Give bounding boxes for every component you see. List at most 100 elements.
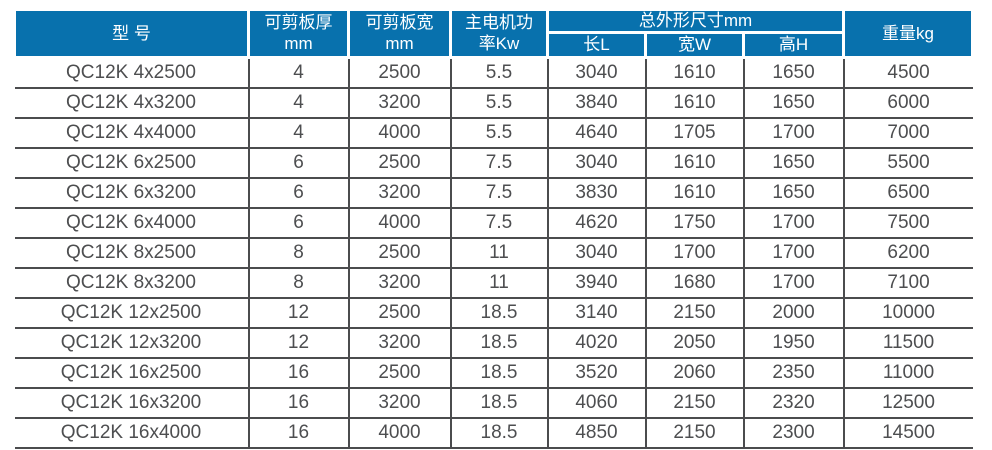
cell-model: QC12K 4x3200 xyxy=(14,87,249,119)
cell-height_h: 1700 xyxy=(742,117,844,149)
header-thickness: 可剪板厚 mm xyxy=(247,7,350,60)
cell-width_w: 2060 xyxy=(644,357,744,389)
cell-length_l: 4060 xyxy=(546,387,646,419)
cell-power: 18.5 xyxy=(449,297,548,329)
cell-weight: 6000 xyxy=(842,87,973,119)
cell-weight: 6200 xyxy=(842,237,973,269)
cell-model: QC12K 8x2500 xyxy=(14,237,249,269)
table-row: QC12K 16x4000 16 4000 18.5 4850 2150 2300 14500 xyxy=(14,417,973,449)
header-length-l: 长L xyxy=(546,31,647,60)
cell-length_l: 4850 xyxy=(546,417,646,449)
cell-height_h: 1650 xyxy=(742,177,844,209)
cell-weight: 7100 xyxy=(842,267,973,299)
cell-model: QC12K 16x4000 xyxy=(14,417,249,449)
cell-width_w: 1610 xyxy=(644,147,744,179)
header-dimensions-group: 总外形尺寸mm xyxy=(545,7,846,35)
header-thickness-line1: 可剪板厚 xyxy=(264,13,333,33)
header-width-w: 宽W xyxy=(644,31,745,60)
cell-weight: 14500 xyxy=(842,417,973,449)
header-sheet-width: 可剪板宽 mm xyxy=(347,7,452,60)
cell-width_w: 1705 xyxy=(644,117,744,149)
header-power-line2: 率Kw xyxy=(478,33,520,53)
table-row: QC12K 8x2500 8 2500 11 3040 1700 1700 6200 xyxy=(14,237,973,269)
spec-table: 型 号 可剪板厚 mm 可剪板宽 mm 主电机功 率Kw 总外形尺寸mm 重量k… xyxy=(13,7,975,449)
cell-width_w: 1610 xyxy=(644,57,744,89)
cell-weight: 12500 xyxy=(842,387,973,419)
cell-thickness: 4 xyxy=(247,57,349,89)
cell-thickness: 16 xyxy=(247,417,349,449)
cell-length_l: 3040 xyxy=(546,237,646,269)
table-row: QC12K 12x2500 12 2500 18.5 3140 2150 2000 10000 xyxy=(14,297,973,329)
cell-thickness: 4 xyxy=(247,117,349,149)
spec-table-header: 型 号 可剪板厚 mm 可剪板宽 mm 主电机功 率Kw 总外形尺寸mm 重量k… xyxy=(13,7,975,60)
cell-power: 5.5 xyxy=(449,117,548,149)
cell-power: 18.5 xyxy=(449,417,548,449)
cell-thickness: 8 xyxy=(247,237,349,269)
table-row: QC12K 4x2500 4 2500 5.5 3040 1610 1650 4500 xyxy=(14,57,973,89)
cell-power: 7.5 xyxy=(449,207,548,239)
cell-sheet_width: 2500 xyxy=(347,147,451,179)
table-row: QC12K 12x3200 12 3200 18.5 4020 2050 1950 11500 xyxy=(14,327,973,359)
cell-weight: 7000 xyxy=(842,117,973,149)
table-row: QC12K 6x3200 6 3200 7.5 3830 1610 1650 6500 xyxy=(14,177,973,209)
cell-height_h: 2000 xyxy=(742,297,844,329)
cell-height_h: 1650 xyxy=(742,147,844,179)
header-model: 型 号 xyxy=(13,7,250,60)
table-row: QC12K 6x2500 6 2500 7.5 3040 1610 1650 5500 xyxy=(14,147,973,179)
cell-height_h: 2300 xyxy=(742,417,844,449)
header-thickness-line2: mm xyxy=(284,33,313,53)
cell-model: QC12K 6x2500 xyxy=(14,147,249,179)
cell-sheet_width: 3200 xyxy=(347,387,451,419)
cell-width_w: 2150 xyxy=(644,417,744,449)
cell-width_w: 1610 xyxy=(644,87,744,119)
cell-length_l: 4620 xyxy=(546,207,646,239)
header-power: 主电机功 率Kw xyxy=(449,7,549,60)
cell-thickness: 4 xyxy=(247,87,349,119)
header-weight: 重量kg xyxy=(842,7,975,60)
cell-height_h: 2350 xyxy=(742,357,844,389)
header-height-h: 高H xyxy=(741,31,846,60)
cell-sheet_width: 4000 xyxy=(347,417,451,449)
cell-weight: 5500 xyxy=(842,147,973,179)
cell-thickness: 6 xyxy=(247,207,349,239)
cell-sheet_width: 3200 xyxy=(347,327,451,359)
cell-sheet_width: 3200 xyxy=(347,267,451,299)
cell-height_h: 1700 xyxy=(742,207,844,239)
cell-model: QC12K 4x2500 xyxy=(14,57,249,89)
cell-sheet_width: 3200 xyxy=(347,87,451,119)
cell-width_w: 2150 xyxy=(644,387,744,419)
cell-height_h: 1650 xyxy=(742,87,844,119)
cell-thickness: 12 xyxy=(247,327,349,359)
table-row: QC12K 16x3200 16 3200 18.5 4060 2150 2320 12500 xyxy=(14,387,973,419)
cell-model: QC12K 12x3200 xyxy=(14,327,249,359)
cell-weight: 11000 xyxy=(842,357,973,389)
header-row-top: 型 号 可剪板厚 mm 可剪板宽 mm 主电机功 率Kw 总外形尺寸mm 重量k… xyxy=(13,7,975,60)
cell-power: 18.5 xyxy=(449,387,548,419)
table-row: QC12K 8x3200 8 3200 11 3940 1680 1700 7100 xyxy=(14,267,973,299)
cell-length_l: 4640 xyxy=(546,117,646,149)
cell-weight: 11500 xyxy=(842,327,973,359)
cell-thickness: 6 xyxy=(247,177,349,209)
cell-sheet_width: 2500 xyxy=(347,237,451,269)
cell-width_w: 1750 xyxy=(644,207,744,239)
cell-power: 7.5 xyxy=(449,147,548,179)
cell-thickness: 6 xyxy=(247,147,349,179)
cell-model: QC12K 12x2500 xyxy=(14,297,249,329)
cell-height_h: 1700 xyxy=(742,267,844,299)
cell-power: 11 xyxy=(449,237,548,269)
cell-width_w: 2150 xyxy=(644,297,744,329)
cell-length_l: 3140 xyxy=(546,297,646,329)
cell-width_w: 1700 xyxy=(644,237,744,269)
cell-height_h: 1650 xyxy=(742,57,844,89)
cell-power: 18.5 xyxy=(449,327,548,359)
cell-length_l: 3040 xyxy=(546,147,646,179)
table-row: QC12K 4x3200 4 3200 5.5 3840 1610 1650 6000 xyxy=(14,87,973,119)
cell-thickness: 8 xyxy=(247,267,349,299)
table-row: QC12K 4x4000 4 4000 5.5 4640 1705 1700 7000 xyxy=(14,117,973,149)
table-row: QC12K 16x2500 16 2500 18.5 3520 2060 2350 11000 xyxy=(14,357,973,389)
cell-sheet_width: 2500 xyxy=(347,357,451,389)
header-sheet-width-line1: 可剪板宽 xyxy=(365,13,434,33)
cell-sheet_width: 4000 xyxy=(347,117,451,149)
cell-length_l: 3940 xyxy=(546,267,646,299)
